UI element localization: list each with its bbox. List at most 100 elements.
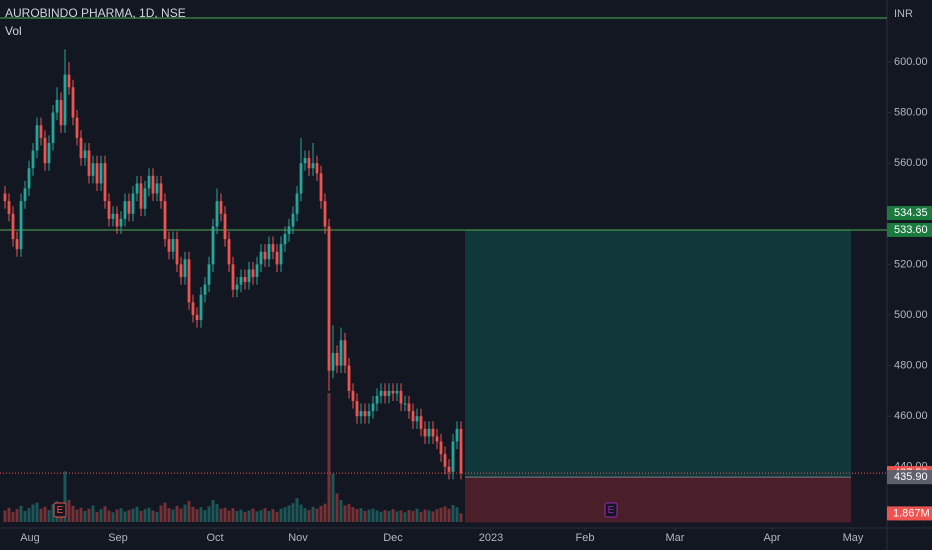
volume-bar [347, 504, 351, 522]
volume-bar [435, 509, 439, 522]
x-tick-label: Oct [206, 532, 223, 544]
candle-body [39, 125, 43, 138]
candle-body [219, 201, 223, 214]
candle-body [383, 390, 387, 396]
candle-body [7, 201, 11, 214]
volume-bar [399, 510, 403, 522]
candle-body [459, 428, 463, 474]
candle-body [331, 352, 335, 371]
volume-bar [259, 510, 263, 522]
volume-bar [131, 508, 135, 522]
volume-bar [79, 507, 83, 522]
volume-bar [15, 509, 19, 522]
candle-body [131, 193, 135, 214]
volume-bar [187, 500, 191, 522]
price-label-bg [887, 222, 932, 237]
volume-bar [223, 507, 227, 522]
candle-body [183, 259, 187, 278]
candle-body [115, 213, 119, 227]
candle-body [323, 201, 327, 227]
volume-bar [91, 505, 95, 522]
volume-bar [7, 507, 11, 522]
candle-body [371, 403, 375, 412]
volume-bar [395, 511, 399, 522]
volume-bar [271, 509, 275, 522]
volume-bar [235, 510, 239, 522]
chart-title: AUROBINDO PHARMA, 1D, NSE [5, 6, 186, 20]
currency: INR [894, 8, 913, 20]
candle-body [11, 213, 15, 240]
candle-body [95, 163, 99, 184]
candle-body [27, 168, 31, 189]
candle-body [299, 163, 303, 194]
x-tick-label: Mar [666, 532, 685, 544]
volume-bar [243, 511, 247, 522]
candle-body [3, 193, 7, 202]
candle-body [439, 441, 443, 455]
volume-bar [219, 508, 223, 522]
candle-body [203, 284, 207, 295]
candle-body [311, 163, 315, 169]
candle-body [67, 74, 71, 88]
candle-body [99, 163, 103, 184]
candle-body [35, 125, 39, 151]
candle-body [139, 183, 143, 209]
volume-bar [103, 506, 107, 522]
candle-body [239, 277, 243, 285]
event-marker [604, 502, 618, 518]
candle-body [231, 264, 235, 290]
candle-body [367, 411, 371, 417]
candle-body [83, 150, 87, 159]
volume-bar [251, 508, 255, 522]
y-tick-label: 460.00 [894, 410, 928, 422]
volume-bar [367, 509, 371, 522]
candle-body [167, 239, 171, 252]
volume-bar [231, 508, 235, 522]
candle-body [315, 163, 319, 174]
volume-bar [447, 508, 451, 522]
volume-bar [415, 508, 419, 522]
candle-body [227, 239, 231, 265]
candle-body [199, 294, 203, 321]
volume-bar [167, 508, 171, 522]
volume-bar [139, 510, 143, 522]
volume-bar [363, 510, 367, 522]
volume-bar [291, 503, 295, 522]
candle-body [447, 466, 451, 472]
candle-body [91, 163, 95, 176]
candle-body [347, 365, 351, 391]
volume-bar [143, 509, 147, 522]
x-tick-label: Nov [288, 532, 308, 544]
volume-bar [39, 508, 43, 522]
volume-bar [423, 509, 427, 522]
y-tick-label: 600.00 [894, 56, 928, 68]
event-label: E [608, 505, 615, 516]
price-label-bg [887, 206, 932, 221]
candle-body [187, 259, 191, 303]
volume-bar [355, 509, 359, 522]
volume-bar [451, 504, 455, 522]
volume-bar [147, 507, 151, 522]
stop-zone [465, 477, 851, 523]
candle-body [275, 251, 279, 265]
candle-body [259, 251, 263, 265]
volume-bar [383, 510, 387, 522]
volume-bar [71, 505, 75, 522]
volume-bar [35, 502, 39, 522]
volume-bar [439, 507, 443, 522]
candle-body [15, 239, 19, 250]
x-tick-label: Aug [20, 532, 40, 544]
candle-body [55, 99, 59, 113]
volume-bar [239, 509, 243, 522]
volume-bar [115, 509, 119, 522]
volume-bar [303, 508, 307, 522]
x-tick-label: Dec [383, 532, 403, 544]
volume-bar [183, 504, 187, 522]
candle-body [267, 244, 271, 260]
candle-body [179, 264, 183, 278]
volume-bar [387, 510, 391, 522]
candle-body [335, 352, 339, 366]
volume-bar [175, 505, 179, 522]
volume-bar [163, 502, 167, 522]
